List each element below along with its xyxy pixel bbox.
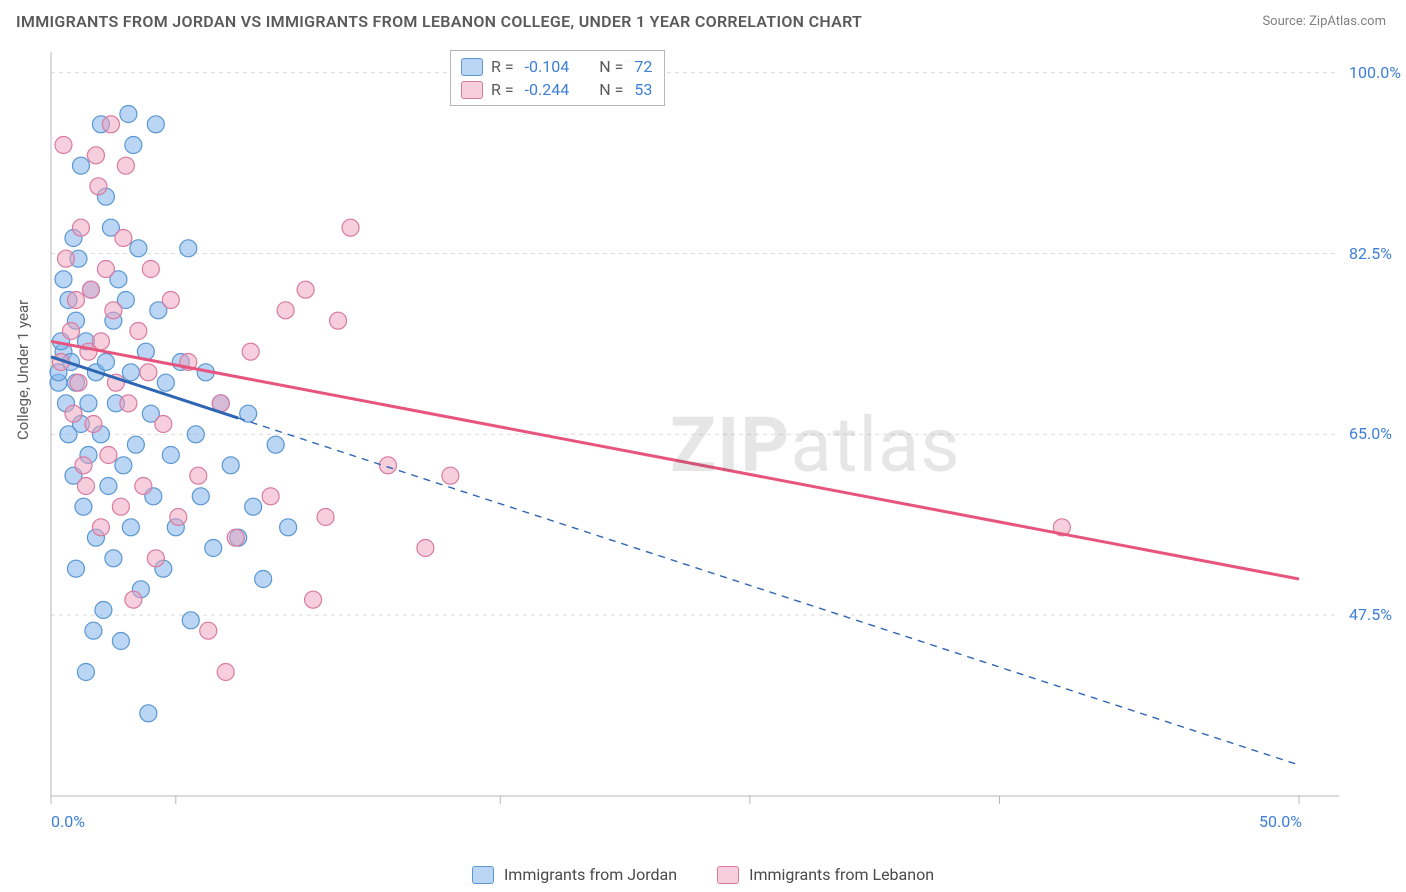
legend-n-label: N = <box>599 55 623 78</box>
legend-swatch <box>461 81 483 99</box>
legend-r-value: -0.244 <box>525 78 570 101</box>
legend-n-label: N = <box>599 78 623 101</box>
legend-row-jordan: R = -0.104 N = 72 <box>461 55 652 78</box>
source-attr: Source: ZipAtlas.com <box>1262 14 1386 29</box>
legend-n-value: 53 <box>634 78 652 101</box>
legend-swatch <box>472 866 494 884</box>
chart-title: IMMIGRANTS FROM JORDAN VS IMMIGRANTS FRO… <box>16 12 862 31</box>
series-legend: Immigrants from Jordan Immigrants from Le… <box>0 865 1406 884</box>
source-link[interactable]: ZipAtlas.com <box>1309 14 1386 29</box>
scatter-chart <box>47 46 1347 826</box>
source-label: Source: <box>1262 14 1305 29</box>
x-tick-label: 0.0% <box>51 812 85 831</box>
legend-series-label: Immigrants from Jordan <box>504 865 677 884</box>
x-tick-label: 50.0% <box>1259 812 1302 831</box>
y-tick-label: 100.0% <box>1349 63 1401 82</box>
legend-swatch <box>461 58 483 76</box>
y-tick-label: 82.5% <box>1349 244 1392 263</box>
legend-n-value: 72 <box>634 55 652 78</box>
legend-r-label: R = <box>491 78 514 101</box>
legend-swatch <box>717 866 739 884</box>
y-tick-label: 65.0% <box>1349 424 1392 443</box>
legend-item-lebanon: Immigrants from Lebanon <box>717 865 934 884</box>
legend-r-label: R = <box>491 55 514 78</box>
legend-series-label: Immigrants from Lebanon <box>749 865 934 884</box>
chart-area <box>47 46 1347 826</box>
y-axis-label: College, Under 1 year <box>14 300 32 440</box>
legend-r-value: -0.104 <box>525 55 570 78</box>
legend-item-jordan: Immigrants from Jordan <box>472 865 677 884</box>
legend-row-lebanon: R = -0.244 N = 53 <box>461 78 652 101</box>
correlation-legend: R = -0.104 N = 72 R = -0.244 N = 53 <box>450 50 665 106</box>
y-tick-label: 47.5% <box>1349 605 1392 624</box>
